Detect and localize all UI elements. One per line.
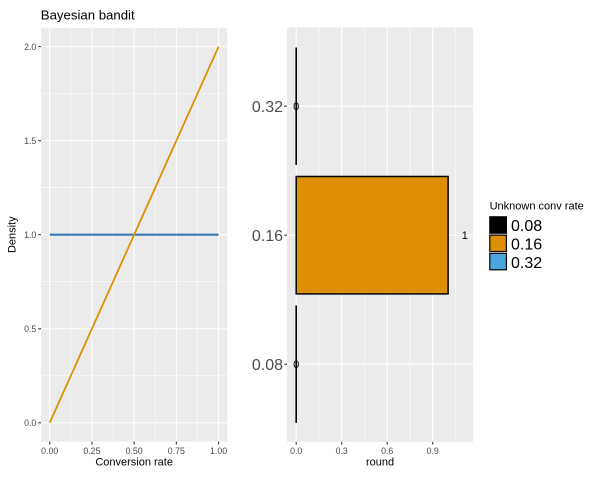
svg-text:0.25: 0.25: [83, 446, 100, 456]
svg-text:2.0: 2.0: [24, 42, 36, 52]
svg-text:0.16: 0.16: [511, 237, 542, 254]
svg-text:0: 0: [293, 359, 299, 371]
svg-text:1: 1: [462, 230, 468, 242]
svg-text:0.0: 0.0: [24, 418, 36, 428]
svg-text:1.00: 1.00: [210, 446, 227, 456]
svg-text:0.5: 0.5: [24, 324, 36, 334]
svg-text:0.50: 0.50: [126, 446, 143, 456]
svg-text:0.32: 0.32: [252, 99, 283, 116]
svg-text:1.0: 1.0: [24, 230, 36, 240]
svg-text:0.9: 0.9: [427, 446, 439, 456]
svg-text:0: 0: [293, 101, 299, 113]
svg-text:0.3: 0.3: [336, 446, 348, 456]
svg-text:0.32: 0.32: [511, 255, 542, 272]
svg-text:0.0: 0.0: [290, 446, 302, 456]
svg-text:0.00: 0.00: [41, 446, 58, 456]
svg-text:Density: Density: [7, 216, 19, 253]
svg-text:0.75: 0.75: [168, 446, 185, 456]
svg-text:Bayesian bandit: Bayesian bandit: [41, 7, 135, 22]
svg-text:Unknown conv rate: Unknown conv rate: [490, 201, 584, 213]
svg-text:Conversion rate: Conversion rate: [95, 456, 173, 468]
svg-text:0.08: 0.08: [252, 357, 283, 374]
svg-text:0.08: 0.08: [511, 218, 542, 235]
svg-text:round: round: [366, 456, 394, 468]
svg-text:0.16: 0.16: [252, 228, 283, 245]
svg-text:0.6: 0.6: [381, 446, 393, 456]
svg-text:1.5: 1.5: [24, 136, 36, 146]
